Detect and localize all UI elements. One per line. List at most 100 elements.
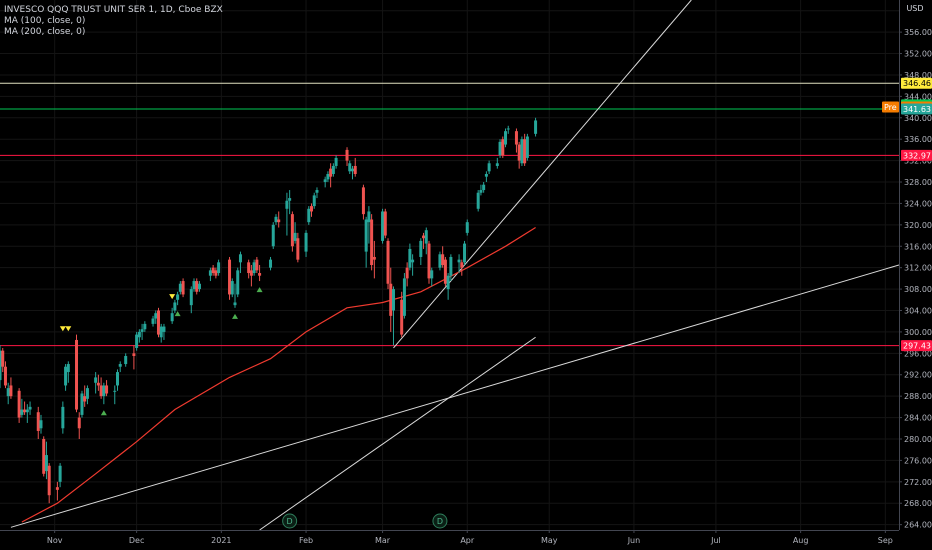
candle bbox=[389, 267, 393, 332]
symbol-title[interactable]: INVESCO QQQ TRUST UNIT SER 1, 1D, Cboe B… bbox=[4, 5, 223, 15]
candle bbox=[367, 206, 371, 244]
signal-up-marker bbox=[100, 410, 107, 416]
candle bbox=[400, 291, 404, 338]
candle bbox=[288, 190, 292, 215]
candle-body bbox=[285, 200, 289, 209]
candle-body bbox=[238, 254, 242, 263]
price-axis: USD 264.00 268.00 272.00 276.00 280.00 284.00 2… bbox=[899, 4, 932, 530]
candle bbox=[25, 404, 29, 423]
candle-body bbox=[520, 139, 524, 164]
candle-body bbox=[118, 364, 122, 367]
price-badge-label: 346.46 bbox=[903, 79, 931, 88]
signal-up-marker bbox=[256, 287, 263, 293]
candle bbox=[64, 364, 68, 391]
candle-body bbox=[137, 331, 141, 338]
price-badge: 346.46 bbox=[901, 77, 932, 89]
time-tick-label: Aug bbox=[793, 536, 809, 545]
candle bbox=[438, 251, 442, 271]
candle-body bbox=[1, 350, 5, 367]
candle bbox=[457, 254, 461, 274]
candle-body bbox=[389, 283, 393, 316]
price-badge: 332.97 bbox=[901, 149, 932, 161]
candle-body bbox=[3, 366, 7, 386]
candle bbox=[118, 361, 122, 373]
candle bbox=[137, 329, 141, 343]
candle-body bbox=[105, 385, 109, 394]
candle-body bbox=[460, 262, 464, 268]
time-axis: Nov Dec 2021 Feb Mar Apr May Jun Jul Aug Sep bbox=[47, 530, 893, 545]
candle-body bbox=[386, 240, 390, 284]
price-badge-bg bbox=[901, 149, 932, 161]
signal-up-marker bbox=[174, 311, 181, 317]
price-tick-label: 340.00 bbox=[904, 114, 932, 123]
candle bbox=[247, 259, 251, 279]
candle-body bbox=[517, 144, 521, 161]
candle bbox=[307, 206, 311, 225]
dividend-marker-circle bbox=[282, 513, 298, 529]
candle-body bbox=[44, 455, 48, 472]
candle-body bbox=[296, 238, 300, 260]
candle-body bbox=[197, 283, 201, 290]
candle bbox=[39, 414, 43, 434]
candle bbox=[102, 382, 106, 405]
price-badge-label: 332.97 bbox=[903, 151, 931, 160]
pre-market-tag-label: Pre bbox=[884, 103, 897, 112]
indicator-ma-200[interactable]: MA (200, close, 0) bbox=[4, 27, 86, 37]
candle bbox=[446, 273, 450, 300]
candle bbox=[463, 240, 467, 265]
candle-body bbox=[258, 273, 262, 276]
candle bbox=[132, 345, 136, 370]
price-tick-label: 272.00 bbox=[904, 478, 932, 487]
candle bbox=[192, 278, 196, 292]
candle bbox=[383, 208, 387, 239]
candle-body bbox=[457, 259, 461, 263]
dividend-event-marker: D bbox=[282, 513, 298, 529]
candle-body bbox=[383, 211, 387, 236]
candle bbox=[94, 372, 98, 394]
candle bbox=[135, 331, 139, 351]
candle bbox=[151, 315, 155, 327]
price-tick-label: 316.00 bbox=[904, 242, 932, 251]
chart-legend: INVESCO QQQ TRUST UNIT SER 1, 1D, Cboe B… bbox=[4, 5, 223, 38]
candle bbox=[105, 380, 109, 397]
candle bbox=[99, 377, 103, 399]
price-badge: 341.63 bbox=[901, 103, 932, 115]
candle-body bbox=[173, 302, 177, 311]
candle bbox=[236, 267, 240, 298]
candle bbox=[482, 182, 486, 193]
candle-body bbox=[96, 382, 100, 386]
candle bbox=[514, 128, 518, 153]
dividend-marker-label: D bbox=[287, 517, 293, 526]
candle-body bbox=[80, 393, 84, 415]
indicator-ma-100[interactable]: MA (100, close, 0) bbox=[4, 16, 86, 26]
candle-body bbox=[372, 256, 376, 260]
candle-body bbox=[446, 275, 450, 290]
candle bbox=[249, 265, 253, 287]
time-tick-label: Apr bbox=[460, 536, 475, 545]
candle-body bbox=[370, 219, 374, 265]
candle-body bbox=[75, 339, 79, 410]
dividend-marker-circle bbox=[432, 513, 448, 529]
candle bbox=[233, 283, 237, 308]
candle bbox=[534, 117, 538, 137]
candle-body bbox=[353, 165, 357, 174]
candle-body bbox=[151, 318, 155, 324]
candle bbox=[441, 246, 445, 268]
candle bbox=[495, 157, 499, 169]
price-tick-label: 284.00 bbox=[904, 414, 932, 423]
candle bbox=[230, 278, 234, 298]
price-tick-label: 324.00 bbox=[904, 199, 932, 208]
candle-body bbox=[293, 232, 297, 241]
price-tick-label: 320.00 bbox=[904, 221, 932, 230]
candle-body bbox=[39, 420, 43, 429]
candle bbox=[58, 463, 62, 488]
candle-body bbox=[495, 163, 499, 166]
candle bbox=[44, 441, 48, 480]
price-tick-label: 292.00 bbox=[904, 371, 932, 380]
candle bbox=[162, 323, 166, 340]
price-tick-label: 304.00 bbox=[904, 307, 932, 316]
candle-body bbox=[501, 139, 505, 156]
candle bbox=[255, 256, 259, 274]
candle bbox=[372, 240, 376, 279]
